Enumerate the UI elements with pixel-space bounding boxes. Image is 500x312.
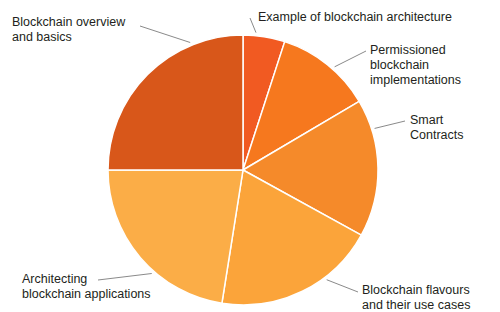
pie-slice [108, 35, 243, 170]
leader-line [375, 121, 405, 128]
chart-area: Example of blockchain architecture Permis… [0, 0, 500, 312]
leader-line [335, 51, 366, 67]
slice-label: SmartContracts [410, 113, 464, 143]
slice-label: Permissionedblockchainimplementations [370, 43, 461, 88]
leader-line [98, 274, 152, 280]
leader-line [140, 26, 190, 43]
leader-line [327, 280, 358, 292]
pie-slice [222, 170, 361, 305]
slice-label: Blockchain overviewand basics [12, 15, 125, 45]
slice-label: Blockchain flavoursand their use cases [362, 283, 470, 312]
leader-line [250, 18, 256, 33]
leader-lines [98, 18, 405, 292]
slice-label: Example of blockchain architecture [258, 10, 452, 25]
slice-label: Architectingblockchain applications [22, 272, 151, 302]
pie-slice [108, 170, 243, 303]
slices [108, 35, 378, 305]
